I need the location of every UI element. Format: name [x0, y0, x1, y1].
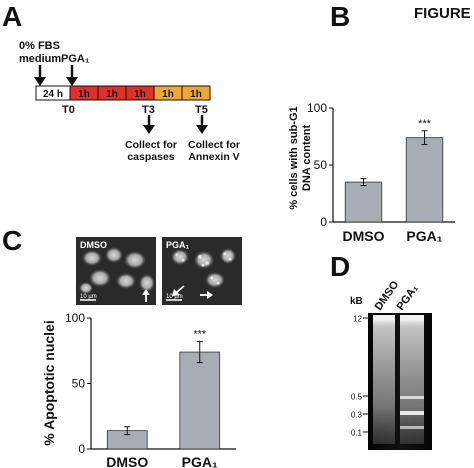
timeline-hour-block-label: 1h: [190, 89, 202, 100]
panel-d-letter: D: [330, 251, 350, 282]
category-label: DMSO: [106, 454, 148, 468]
chart-c: 0 50 100 DMSO *** PGA₁: [65, 311, 236, 468]
time-point-t5: T5: [195, 104, 208, 116]
drug-label: PGA₁: [61, 53, 90, 65]
collect-annexin-line1: Collect for: [188, 139, 240, 151]
panel-a-letter: A: [2, 1, 22, 32]
gel-marker-label: 0.1: [351, 429, 363, 438]
y-tick-label: 0: [78, 442, 85, 456]
time-point-t3: T3: [142, 104, 155, 116]
category-label: PGA₁: [406, 228, 442, 244]
chart-c-ylabel: % Apoptotic nuclei: [41, 320, 57, 445]
micrograph-dmso-label: DMSO: [80, 240, 107, 250]
micrograph-pga1: PGA₁ 10 µm: [162, 237, 242, 305]
medium-arrow-icon: [34, 65, 46, 86]
collect-annexin-arrow-icon: [196, 115, 208, 134]
medium-label-line2: medium: [19, 53, 61, 65]
timeline-hour-block-label: 1h: [106, 89, 118, 100]
medium-label-line1: 0% FBS: [19, 40, 60, 52]
category-label: DMSO: [343, 228, 385, 244]
gel-marker-label: 0.5: [351, 393, 363, 402]
y-tick-label: 100: [65, 311, 85, 325]
drug-arrow-icon: [66, 65, 78, 86]
scale-bar-label: 10 µm: [166, 294, 183, 300]
y-tick-label: 50: [314, 158, 328, 172]
bar: [405, 137, 444, 223]
panel-c-letter: C: [2, 225, 22, 256]
gel-lane-pga1: [400, 315, 424, 444]
collect-caspases-line1: Collect for: [125, 139, 177, 151]
timeline-hour-block-label: 1h: [162, 89, 174, 100]
time-point-t0: T0: [62, 104, 75, 116]
collect-annexin-line2: Annexin V: [188, 151, 239, 163]
y-tick-label: 100: [307, 101, 327, 115]
chart-b-ylabel-line1: % cells with sub-G1: [288, 106, 300, 209]
panel-a: A 0% FBS medium PGA₁ 24 h 1h 1h 1h 1h 1h T0 …: [2, 1, 240, 163]
category-label: PGA₁: [182, 454, 218, 468]
timeline-hour-block: [181, 85, 211, 101]
micrograph-pga1-label: PGA₁: [166, 240, 190, 250]
arrow-up-icon: [142, 289, 150, 302]
scale-bar-label: 10 µm: [80, 294, 97, 300]
figure-title: FIGURE S1: [414, 5, 474, 22]
timeline-hour-blocks: 1h 1h 1h 1h 1h: [69, 85, 211, 101]
panel-d: D kB DMSO PGA₁ 120.50.30.1: [330, 251, 432, 450]
timeline-hour-block-label: 1h: [134, 89, 146, 100]
micrograph-dmso: DMSO 10 µm: [76, 237, 156, 305]
y-tick-label: 50: [72, 377, 86, 391]
bar: [179, 351, 221, 450]
bar: [344, 181, 383, 223]
chart-b-ylabel-line2: DNA content: [301, 125, 313, 192]
timeline-hour-block-label: 1h: [78, 89, 90, 100]
y-tick-label: 0: [320, 215, 327, 229]
gel-markers: 12 0.5 0.3 0.1: [351, 315, 369, 438]
collect-caspases-line2: caspases: [127, 151, 174, 163]
gel-marker-label: 12: [353, 315, 362, 324]
arrow-icon: [172, 285, 185, 296]
arrow-icon: [200, 291, 213, 299]
panel-c: C DMSO 10 µm: [2, 225, 242, 468]
timeline-block-24h-label: 24 h: [43, 89, 63, 100]
collect-caspases-arrow-icon: [143, 115, 155, 134]
significance-label: ***: [418, 118, 432, 130]
panel-b-letter: B: [330, 1, 350, 32]
gel-lane-dmso: [373, 315, 395, 444]
chart-b: 0 50 100 DMSO *** PGA₁: [307, 101, 455, 244]
gel-unit-label: kB: [350, 296, 363, 307]
significance-label: ***: [193, 329, 207, 341]
gel-marker-label: 0.3: [351, 411, 363, 420]
